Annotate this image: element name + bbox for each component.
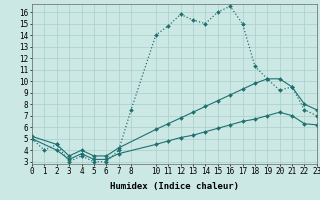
- X-axis label: Humidex (Indice chaleur): Humidex (Indice chaleur): [110, 182, 239, 191]
